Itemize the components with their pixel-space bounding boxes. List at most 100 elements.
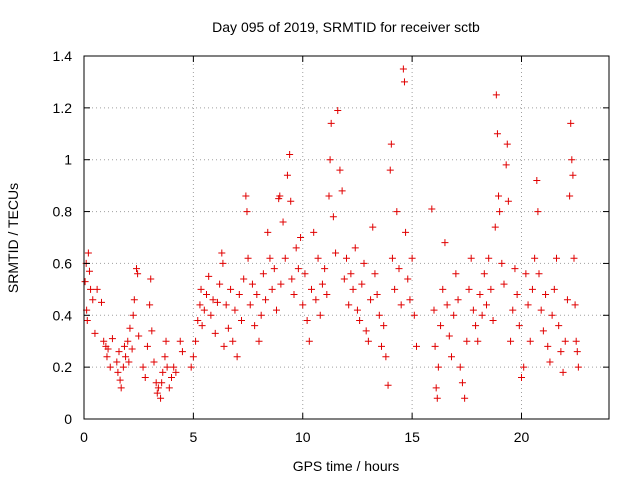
data-point [200,306,208,314]
data-point [566,192,574,200]
data-point [511,265,519,273]
data-point [548,311,556,319]
data-point [147,275,155,283]
data-point [467,254,475,262]
data-point [98,298,105,306]
data-point [367,296,375,304]
data-point [492,91,500,99]
data-point [533,176,541,184]
data-point [133,265,140,273]
data-point [104,345,112,353]
data-point [340,275,348,283]
x-axis-label: GPS time / hours [293,458,400,474]
data-point [124,337,132,345]
data-point [262,296,270,304]
data-point [134,270,142,278]
data-point [240,275,248,283]
data-point [347,270,355,278]
data-point [162,337,170,345]
y-tick-label: 0.6 [53,255,73,271]
data-point [406,296,414,304]
data-point [380,322,388,330]
data-point [572,337,580,345]
data-point [297,234,305,241]
data-point [119,363,127,371]
data-point [243,208,251,216]
data-point [534,208,542,216]
axis-tick-labels: 0 5 10 15 20 0 0.2 0.4 0.6 0.8 1 1.2 1.4 [53,48,530,445]
data-point [235,291,243,299]
y-tick-label: 0 [64,411,72,427]
data-point [384,381,392,389]
data-point [546,358,554,366]
data-point [358,280,366,288]
data-point [568,156,576,164]
data-point [382,353,390,361]
data-point [349,285,357,293]
data-points [81,65,582,402]
data-point [526,337,534,345]
data-point [100,337,108,345]
data-point [567,119,575,127]
data-point [129,311,137,319]
data-point [244,254,252,262]
grid-lines [84,56,609,419]
data-point [209,296,217,304]
data-point [126,324,134,332]
data-point [318,280,326,288]
data-point [353,306,361,314]
x-tick-label: 20 [514,429,530,445]
data-point [83,316,91,324]
data-point [203,291,210,299]
data-point [292,244,300,252]
data-point [386,166,394,174]
data-point [161,353,169,361]
data-point [270,265,278,273]
data-point [281,254,289,262]
data-point [310,228,318,236]
data-point [463,337,471,345]
data-point [391,285,399,293]
data-point [251,322,259,330]
data-point [314,254,322,262]
data-point [573,348,581,356]
data-point [500,280,508,288]
data-point [135,332,143,340]
data-point [513,291,521,299]
data-point [192,337,200,345]
data-point [571,301,579,309]
data-point [395,265,403,273]
data-point [197,285,205,293]
data-point [103,353,111,361]
data-point [334,106,342,114]
data-point [431,342,439,350]
data-point [233,353,241,361]
data-point [189,353,197,361]
data-point [428,205,436,213]
data-point [246,301,254,309]
data-point [478,311,486,319]
data-point [371,270,379,278]
data-point [308,285,315,293]
data-point [336,166,344,174]
data-point [345,301,353,309]
data-point [520,363,528,371]
data-point [287,197,295,205]
data-point [498,259,506,267]
data-point [393,208,401,216]
data-point [227,285,235,293]
data-point [472,322,480,330]
data-point [454,296,462,304]
data-point [483,301,490,309]
data-point [143,342,151,350]
data-point [329,213,337,221]
data-point [535,270,543,278]
data-point [211,329,219,337]
data-point [84,249,92,257]
y-axis-label: SRMTID / TECUs [5,183,21,293]
data-point [141,374,149,382]
data-point [125,358,133,366]
data-point [89,296,97,304]
data-point [276,192,284,200]
data-point [146,301,154,309]
